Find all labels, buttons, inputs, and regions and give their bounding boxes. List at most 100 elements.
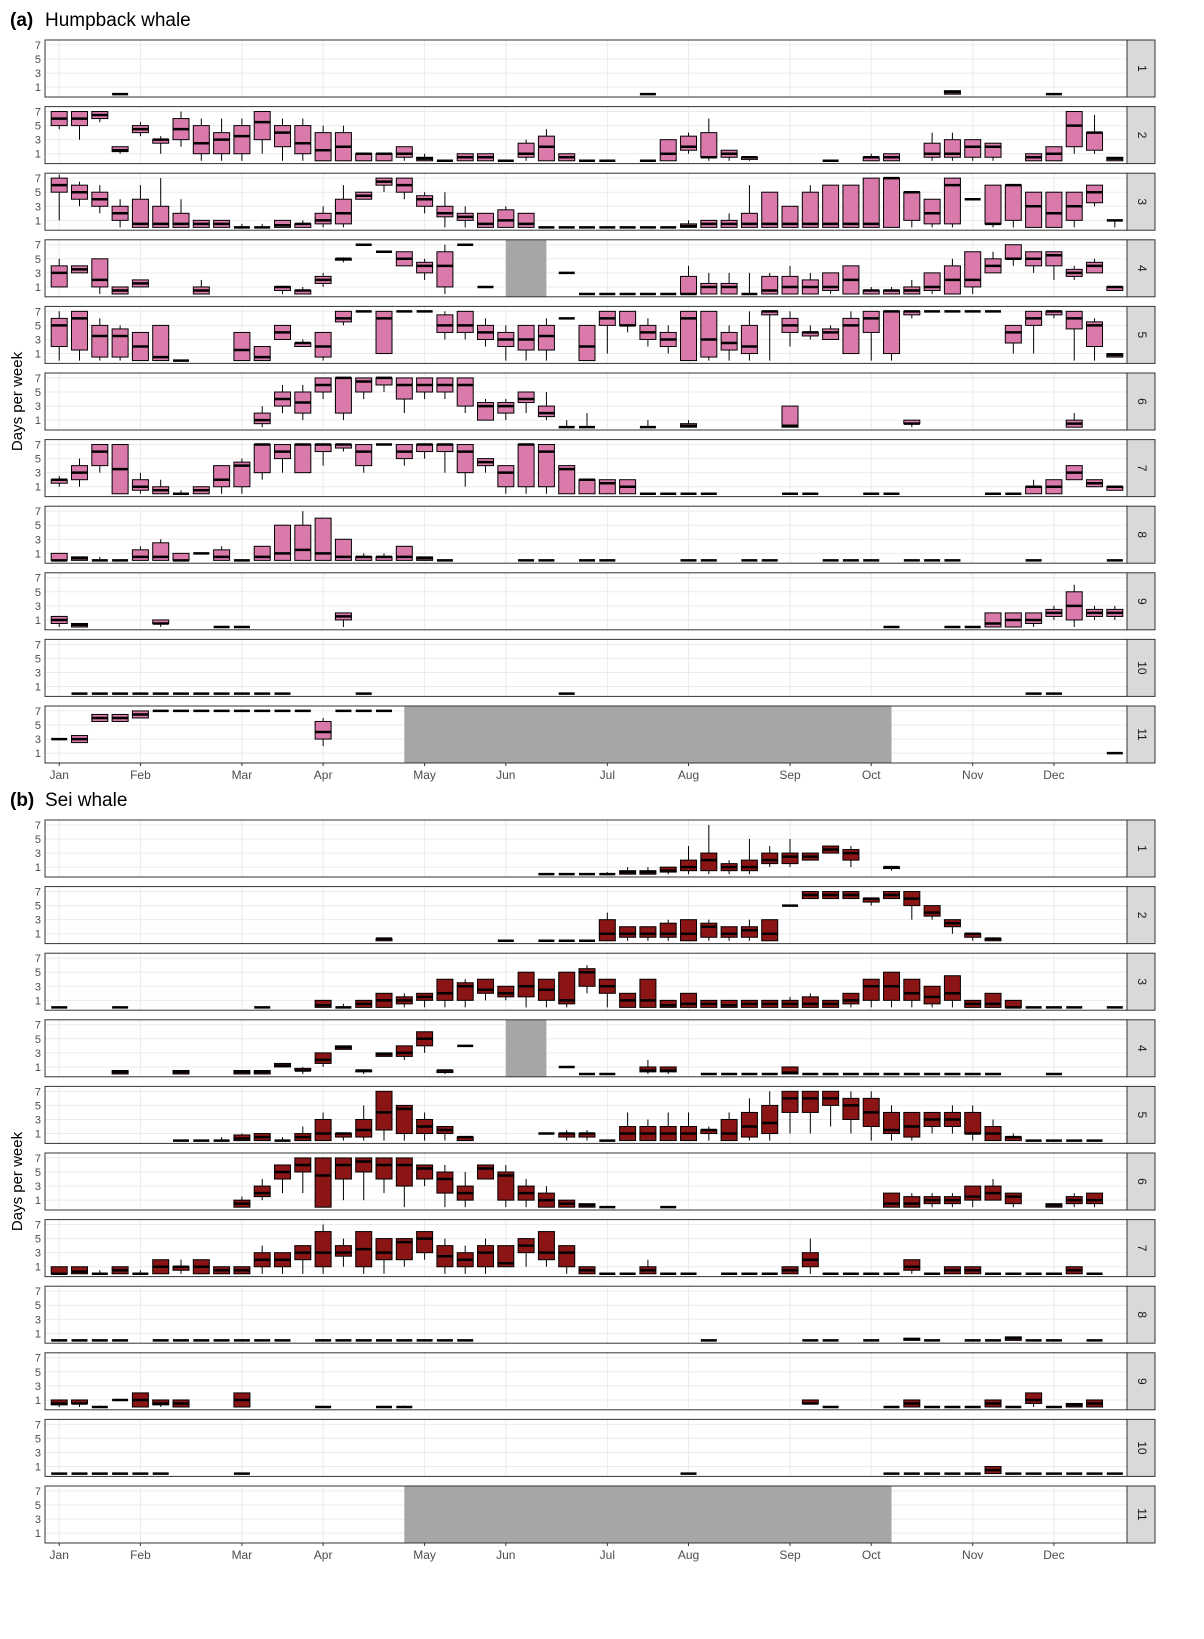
y-tick-label: 5 — [35, 1500, 41, 1512]
box — [314, 212, 332, 225]
box — [1086, 184, 1104, 204]
y-tick-label: 7 — [35, 820, 41, 832]
x-tick-label: Apr — [314, 1548, 333, 1562]
box — [233, 331, 251, 362]
y-tick-label: 3 — [35, 734, 41, 746]
panel-bg — [45, 820, 1127, 877]
box — [314, 999, 332, 1008]
strip-label: 1 — [1135, 65, 1149, 72]
panel-bg — [45, 1286, 1127, 1344]
box — [700, 852, 718, 872]
panel-bg — [45, 1419, 1127, 1477]
box — [436, 251, 454, 288]
box — [355, 377, 373, 393]
y-tick-label: 7 — [35, 639, 41, 651]
x-tick-label: Aug — [678, 768, 699, 782]
box — [842, 317, 860, 355]
box — [334, 310, 352, 323]
box — [375, 310, 393, 355]
y-tick-label: 5 — [35, 1234, 41, 1246]
box — [497, 465, 515, 488]
y-tick-label: 1 — [35, 1062, 41, 1074]
box — [639, 978, 657, 1008]
box — [1025, 191, 1043, 228]
box — [923, 142, 941, 158]
y-tick-label: 5 — [35, 254, 41, 266]
box — [50, 265, 68, 288]
box — [395, 146, 413, 158]
strip-label: 9 — [1135, 1378, 1149, 1385]
box — [436, 1171, 454, 1194]
box — [680, 992, 698, 1008]
box — [274, 219, 292, 228]
y-tick-label: 5 — [35, 967, 41, 979]
box — [862, 177, 880, 228]
y-tick-label: 1 — [35, 1528, 41, 1540]
strip — [1126, 1418, 1156, 1477]
box — [314, 517, 332, 561]
box — [720, 282, 738, 295]
box — [1045, 251, 1063, 267]
x-tick-label: Jan — [50, 768, 69, 782]
box — [558, 1245, 576, 1268]
box — [192, 125, 210, 155]
box — [131, 479, 149, 491]
y-tick-label: 5 — [35, 187, 41, 199]
y-tick-label: 7 — [35, 1086, 41, 1098]
box — [619, 310, 637, 326]
box — [842, 1097, 860, 1120]
strip — [1126, 239, 1156, 298]
box — [456, 310, 474, 333]
box — [903, 1196, 921, 1208]
box — [497, 209, 515, 228]
strip-label: 4 — [1135, 1045, 1149, 1052]
box — [131, 198, 149, 228]
y-tick-label: 3 — [35, 401, 41, 413]
strip — [1126, 1285, 1156, 1344]
box — [558, 971, 576, 1005]
strip — [1126, 39, 1156, 98]
box — [862, 978, 880, 1001]
box — [903, 191, 921, 221]
y-tick-label: 7 — [35, 306, 41, 318]
box — [781, 405, 799, 428]
box — [964, 139, 982, 158]
box — [314, 1231, 332, 1268]
box — [517, 212, 535, 228]
x-tick-label: Feb — [130, 1548, 151, 1562]
box — [700, 310, 718, 358]
box — [781, 1090, 799, 1113]
y-tick-label: 7 — [35, 1153, 41, 1165]
strip — [1126, 305, 1156, 364]
y-tick-label: 3 — [35, 68, 41, 80]
box — [964, 1185, 982, 1201]
y-tick-label: 1 — [35, 482, 41, 494]
box — [537, 405, 555, 418]
box — [1004, 324, 1022, 344]
box — [233, 461, 251, 488]
box — [1086, 321, 1104, 348]
y-tick-label: 7 — [35, 887, 41, 899]
y-tick-label: 3 — [35, 135, 41, 147]
box — [233, 125, 251, 155]
y-tick-label: 1 — [35, 1462, 41, 1474]
box — [984, 142, 1002, 158]
y-tick-label: 1 — [35, 548, 41, 560]
box — [71, 310, 89, 351]
box — [436, 978, 454, 1001]
y-tick-label: 3 — [35, 1248, 41, 1260]
box — [152, 324, 170, 362]
y-tick-label: 1 — [35, 748, 41, 760]
box — [213, 549, 231, 561]
strip-label: 6 — [1135, 1178, 1149, 1185]
box — [395, 1157, 413, 1187]
box — [740, 926, 758, 938]
box — [761, 191, 779, 228]
strip — [1126, 1019, 1156, 1078]
box — [91, 258, 109, 288]
y-tick-label: 5 — [35, 587, 41, 599]
box — [375, 1238, 393, 1261]
box — [883, 1192, 901, 1208]
strip-label: 10 — [1135, 1441, 1149, 1455]
